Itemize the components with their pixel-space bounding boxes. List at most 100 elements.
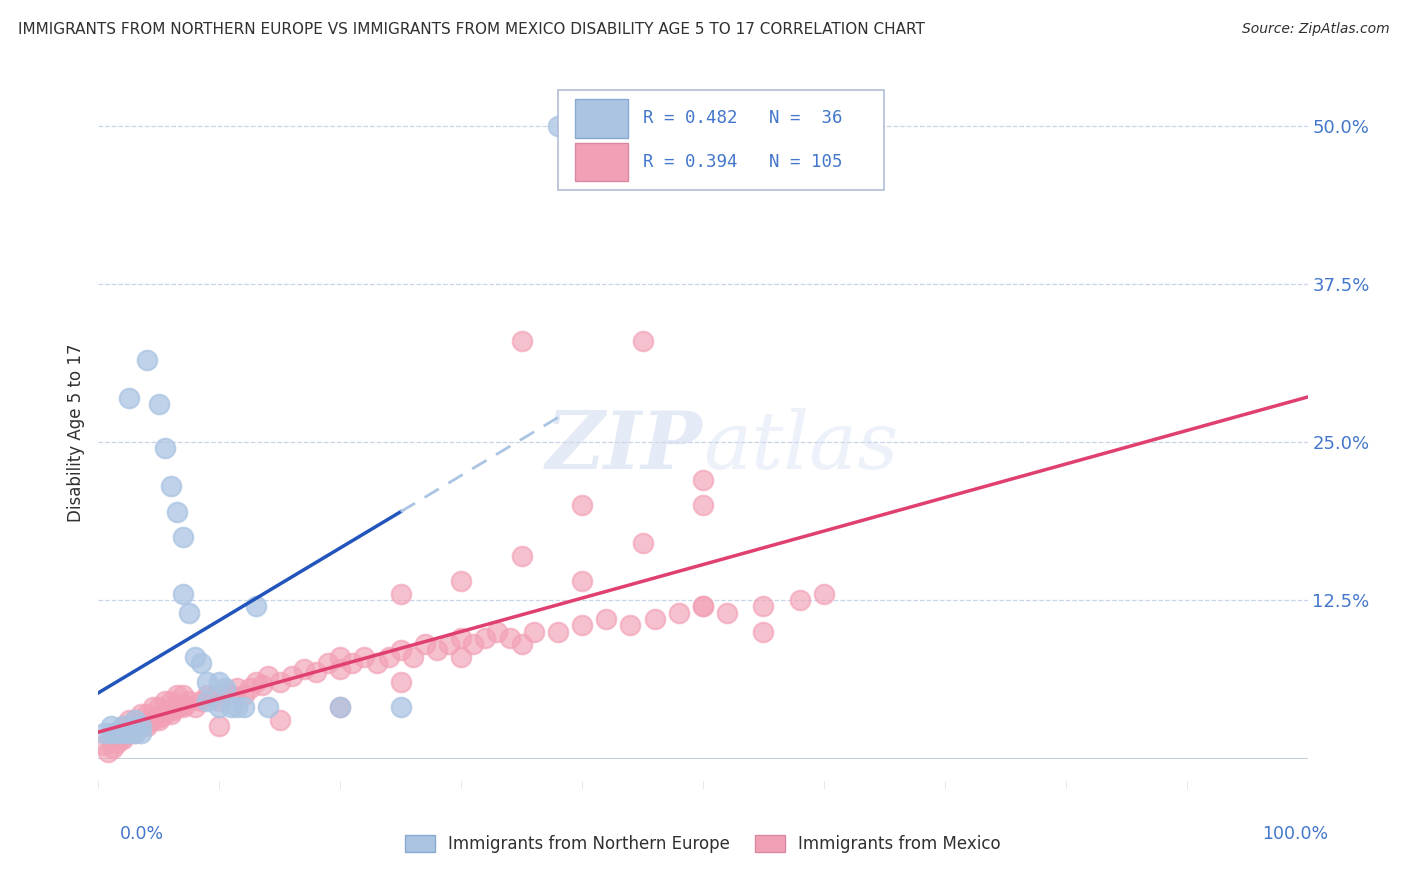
- Point: [184, 700, 207, 714]
- Point: [752, 599, 775, 614]
- Point: [145, 710, 167, 724]
- FancyBboxPatch shape: [575, 143, 628, 181]
- Point: [245, 675, 267, 690]
- Point: [100, 725, 122, 739]
- Point: [232, 700, 254, 714]
- Point: [353, 649, 375, 664]
- Point: [105, 725, 128, 739]
- Point: [377, 649, 399, 664]
- Point: [402, 649, 425, 664]
- Point: [129, 725, 152, 739]
- Point: [124, 713, 146, 727]
- Point: [138, 715, 160, 730]
- Point: [316, 656, 339, 670]
- Point: [232, 688, 254, 702]
- Point: [124, 713, 146, 727]
- Point: [426, 643, 449, 657]
- Point: [157, 703, 180, 717]
- Point: [389, 587, 412, 601]
- Point: [172, 700, 194, 714]
- Point: [100, 719, 122, 733]
- Point: [547, 624, 569, 639]
- Point: [190, 694, 212, 708]
- Point: [118, 725, 141, 739]
- Point: [389, 700, 412, 714]
- Point: [474, 631, 496, 645]
- FancyBboxPatch shape: [575, 99, 628, 137]
- Point: [692, 473, 714, 487]
- Point: [226, 700, 249, 714]
- Point: [160, 479, 183, 493]
- Point: [208, 694, 231, 708]
- Text: 100.0%: 100.0%: [1263, 825, 1329, 843]
- Point: [129, 719, 152, 733]
- Point: [668, 606, 690, 620]
- Point: [437, 637, 460, 651]
- Text: atlas: atlas: [703, 409, 898, 485]
- Point: [105, 725, 128, 739]
- Point: [269, 713, 291, 727]
- Point: [195, 675, 218, 690]
- Point: [111, 731, 134, 746]
- Point: [281, 669, 304, 683]
- Point: [250, 677, 273, 691]
- Point: [329, 700, 352, 714]
- Legend: Immigrants from Northern Europe, Immigrants from Mexico: Immigrants from Northern Europe, Immigra…: [398, 828, 1008, 860]
- Point: [142, 713, 165, 727]
- Point: [208, 675, 231, 690]
- Point: [184, 649, 207, 664]
- Point: [124, 719, 146, 733]
- Point: [111, 719, 134, 733]
- Text: IMMIGRANTS FROM NORTHERN EUROPE VS IMMIGRANTS FROM MEXICO DISABILITY AGE 5 TO 17: IMMIGRANTS FROM NORTHERN EUROPE VS IMMIG…: [18, 22, 925, 37]
- Point: [214, 681, 236, 696]
- Point: [135, 353, 157, 368]
- Point: [256, 669, 278, 683]
- Point: [498, 631, 520, 645]
- Point: [129, 719, 152, 733]
- Point: [510, 637, 533, 651]
- Text: Source: ZipAtlas.com: Source: ZipAtlas.com: [1241, 22, 1389, 37]
- Point: [450, 574, 472, 588]
- Text: R = 0.482   N =  36: R = 0.482 N = 36: [643, 110, 842, 128]
- Point: [510, 549, 533, 563]
- Point: [450, 631, 472, 645]
- Point: [413, 637, 436, 651]
- Text: ZIP: ZIP: [546, 409, 703, 485]
- Point: [114, 728, 136, 742]
- Point: [595, 612, 617, 626]
- Point: [93, 738, 115, 752]
- Point: [208, 719, 231, 733]
- Point: [463, 637, 485, 651]
- Point: [692, 599, 714, 614]
- Point: [571, 574, 593, 588]
- Point: [160, 706, 183, 721]
- Point: [329, 649, 352, 664]
- Point: [172, 530, 194, 544]
- Point: [245, 599, 267, 614]
- Point: [124, 725, 146, 739]
- Point: [118, 391, 141, 405]
- Point: [127, 719, 149, 733]
- Point: [100, 731, 122, 746]
- Point: [221, 700, 243, 714]
- Point: [813, 587, 835, 601]
- Point: [166, 700, 188, 714]
- Point: [135, 706, 157, 721]
- Point: [571, 618, 593, 632]
- Point: [389, 643, 412, 657]
- Point: [169, 698, 191, 712]
- Point: [644, 612, 666, 626]
- Point: [547, 120, 569, 134]
- Point: [142, 700, 165, 714]
- Point: [190, 656, 212, 670]
- Point: [101, 740, 124, 755]
- Point: [631, 536, 654, 550]
- Point: [329, 662, 352, 676]
- Point: [389, 675, 412, 690]
- Point: [692, 599, 714, 614]
- Text: R = 0.394   N = 105: R = 0.394 N = 105: [643, 153, 842, 171]
- FancyBboxPatch shape: [558, 90, 884, 190]
- Y-axis label: Disability Age 5 to 17: Disability Age 5 to 17: [67, 343, 86, 522]
- Point: [111, 719, 134, 733]
- Point: [619, 618, 641, 632]
